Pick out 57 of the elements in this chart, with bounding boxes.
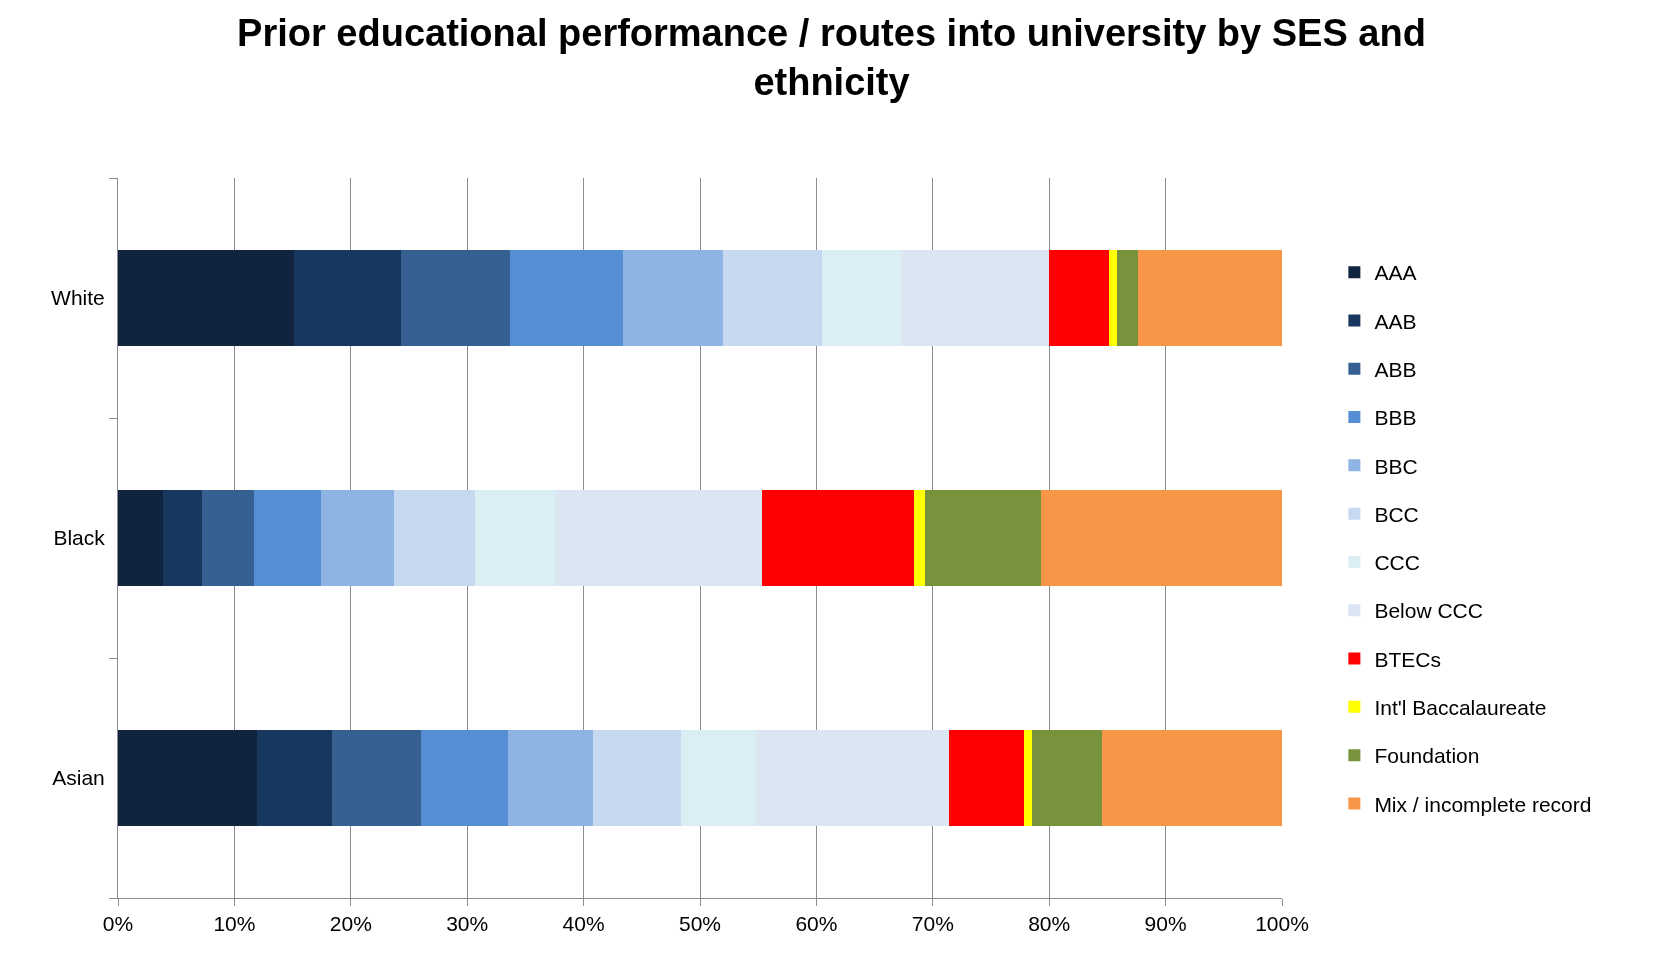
y-tick-label: Black: [53, 526, 106, 550]
y-tick-label: White: [51, 286, 105, 310]
legend-label: BBC: [1374, 454, 1418, 478]
bar: [914, 490, 925, 586]
x-tick-label: 70%: [911, 912, 954, 936]
x-tick-label: 40%: [562, 912, 605, 936]
x-tick-label: 20%: [329, 912, 372, 936]
bar: [1101, 730, 1282, 826]
bar: [1137, 250, 1282, 346]
bar: [1031, 730, 1102, 826]
x-tick-label: 10%: [213, 912, 256, 936]
bar: [1023, 730, 1032, 826]
bar: [118, 250, 294, 346]
legend-label: BBB: [1374, 406, 1417, 430]
bar: [118, 490, 164, 586]
legend-label: BTECs: [1374, 647, 1441, 671]
x-tick-label: 0%: [102, 912, 134, 936]
legend-label: ABB: [1374, 357, 1417, 381]
bar: [623, 250, 724, 346]
bar: [201, 490, 255, 586]
bar: [256, 730, 333, 826]
bar: [924, 490, 1042, 586]
chart-title: Prior educational performance / routes into university by SES and ethnicity: [237, 11, 1426, 103]
bar: [1049, 250, 1109, 346]
bar: [1116, 250, 1138, 346]
bar: [320, 490, 394, 586]
y-tick-label: Asian: [52, 766, 105, 790]
bar: [761, 490, 915, 586]
bar: [163, 490, 202, 586]
legend-label: Int'l Baccalaureate: [1374, 696, 1547, 720]
bar: [254, 490, 321, 586]
bar: [510, 250, 624, 346]
legend-label: AAA: [1374, 261, 1417, 285]
bar: [420, 730, 508, 826]
legend-label: CCC: [1374, 551, 1420, 575]
legend-label: Mix / incomplete record: [1374, 792, 1592, 816]
bar: [949, 730, 1024, 826]
x-tick-label: 60%: [795, 912, 838, 936]
bar: [1041, 490, 1282, 586]
x-tick-label: 30%: [446, 912, 489, 936]
x-tick-label: 80%: [1028, 912, 1071, 936]
x-tick-label: 50%: [678, 912, 722, 936]
legend-label: Foundation: [1374, 744, 1480, 768]
bar: [332, 730, 421, 826]
bar: [507, 730, 593, 826]
x-tick-label: 100%: [1255, 912, 1309, 936]
bar: [723, 250, 823, 346]
bar: [293, 250, 401, 346]
bar: [118, 730, 257, 826]
legend-label: AAB: [1374, 309, 1417, 333]
bar: [1108, 250, 1117, 346]
bar: [393, 490, 476, 586]
bar: [592, 730, 682, 826]
legend-label: Below CCC: [1374, 599, 1483, 623]
x-tick-label: 90%: [1144, 912, 1187, 936]
legend-label: BCC: [1374, 502, 1419, 526]
bar: [400, 250, 511, 346]
